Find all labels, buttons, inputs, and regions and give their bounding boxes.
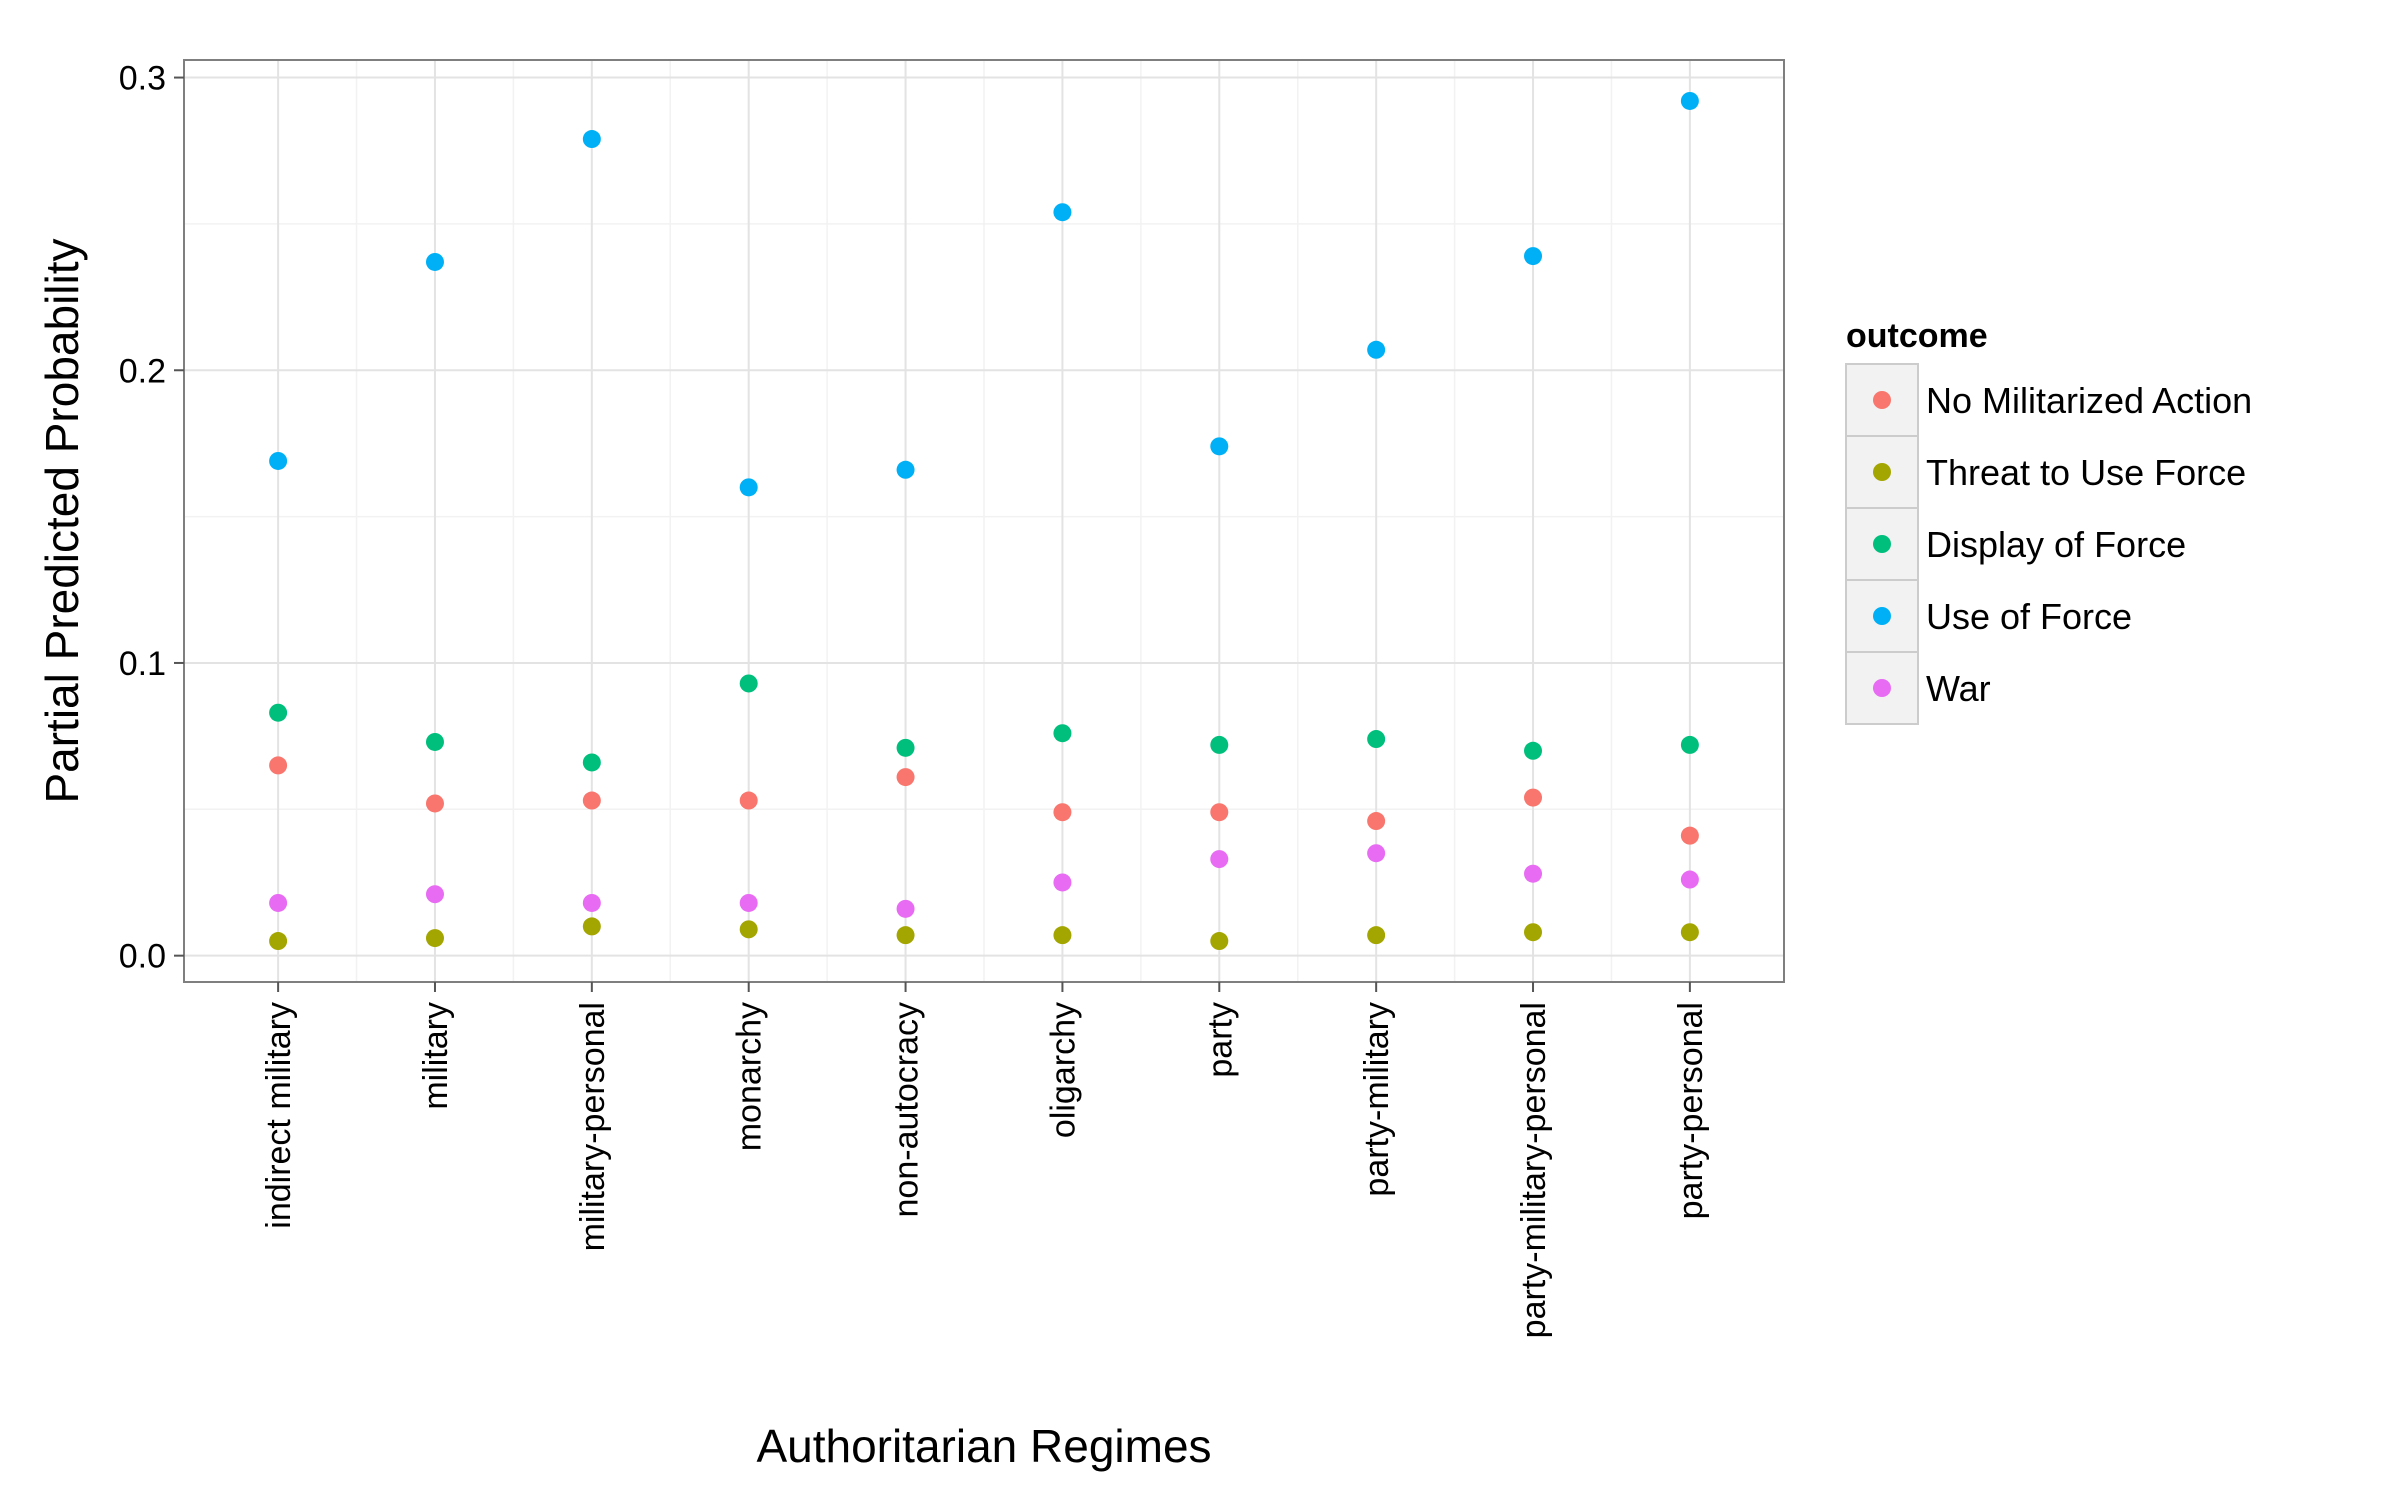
data-point — [1367, 730, 1386, 749]
x-tick-label: party-military-personal — [1515, 1002, 1553, 1338]
data-point — [1680, 870, 1699, 889]
data-point — [1524, 788, 1543, 807]
legend-title: outcome — [1846, 317, 1988, 355]
legend-label: No Militarized Action — [1926, 380, 2252, 421]
data-point — [1680, 923, 1699, 942]
data-point — [1367, 340, 1386, 359]
x-tick-label: party — [1201, 1002, 1239, 1078]
data-point — [896, 738, 915, 757]
data-point — [1367, 926, 1386, 945]
data-point — [425, 252, 444, 271]
legend-swatch — [1873, 607, 1891, 625]
x-tick-label: party-military — [1358, 1002, 1396, 1197]
data-point — [582, 893, 601, 912]
data-point — [1210, 850, 1229, 869]
data-points — [269, 91, 1699, 951]
legend-swatch — [1873, 679, 1891, 697]
data-point — [582, 917, 601, 936]
x-tick-label: non-autocracy — [888, 1002, 926, 1217]
data-point — [1524, 741, 1543, 760]
data-point — [582, 130, 601, 149]
data-point — [1210, 735, 1229, 754]
data-point — [1680, 826, 1699, 845]
legend: outcome No Militarized Action Threat to U… — [1845, 317, 2252, 725]
legend-swatch — [1873, 463, 1891, 481]
data-point — [425, 929, 444, 948]
y-tick-label: 0.0 — [119, 938, 166, 976]
y-tick-label: 0.3 — [119, 60, 166, 98]
y-axis-title: Partial Predicted Probability — [36, 238, 88, 803]
legend-label: Display of Force — [1926, 524, 2186, 565]
data-point — [896, 768, 915, 787]
x-tick-label: indirect military — [260, 1002, 298, 1229]
data-point — [896, 460, 915, 479]
legend-label: War — [1926, 668, 1991, 709]
data-point — [1053, 724, 1072, 743]
data-point — [1367, 844, 1386, 863]
data-point — [739, 893, 758, 912]
data-point — [582, 753, 601, 772]
data-point — [739, 674, 758, 693]
data-point — [1053, 873, 1072, 892]
legend-label: Threat to Use Force — [1926, 452, 2246, 493]
data-point — [1053, 803, 1072, 822]
data-point — [1210, 932, 1229, 951]
data-point — [1053, 203, 1072, 222]
data-point — [1053, 926, 1072, 945]
data-point — [269, 932, 288, 951]
data-point — [582, 791, 601, 810]
data-point — [425, 732, 444, 751]
data-point — [269, 703, 288, 722]
grid-minor — [184, 60, 1784, 982]
data-point — [739, 791, 758, 810]
data-point — [269, 756, 288, 775]
data-point — [1210, 803, 1229, 822]
data-point — [896, 926, 915, 945]
data-point — [1367, 812, 1386, 831]
data-point — [1680, 735, 1699, 754]
x-axis: indirect military military military-person… — [260, 982, 1710, 1338]
legend-swatch — [1873, 391, 1891, 409]
data-point — [739, 478, 758, 497]
x-tick-label: military — [417, 1002, 455, 1110]
data-point — [1210, 437, 1229, 456]
data-point — [269, 451, 288, 470]
data-point — [269, 893, 288, 912]
x-tick-label: party-personal — [1672, 1002, 1710, 1219]
y-axis: 0.0 0.1 0.2 0.3 — [119, 60, 184, 976]
x-tick-label: oligarchy — [1044, 1002, 1082, 1138]
x-axis-title: Authoritarian Regimes — [756, 1420, 1211, 1472]
panel-border — [183, 59, 1785, 983]
legend-swatch — [1873, 535, 1891, 553]
data-point — [896, 899, 915, 918]
data-point — [1680, 91, 1699, 110]
data-point — [1524, 247, 1543, 266]
x-tick-label: military-personal — [574, 1002, 612, 1251]
data-point — [739, 920, 758, 939]
data-point — [425, 885, 444, 904]
y-tick-label: 0.1 — [119, 645, 166, 683]
data-point — [425, 794, 444, 813]
data-point — [1524, 923, 1543, 942]
y-tick-label: 0.2 — [119, 352, 166, 390]
x-tick-label: monarchy — [731, 1002, 769, 1151]
data-point — [1524, 864, 1543, 883]
legend-label: Use of Force — [1926, 596, 2132, 637]
